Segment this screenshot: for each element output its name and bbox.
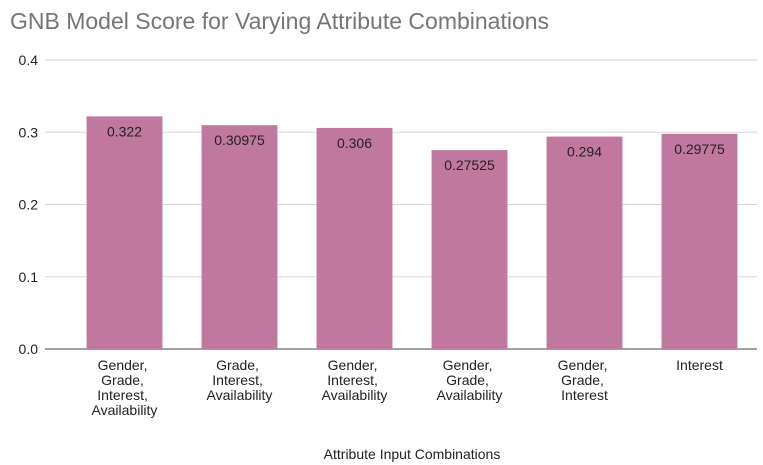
x-tick-label: Gender, Interest, Availability — [322, 357, 388, 403]
bar — [431, 150, 508, 349]
x-tick-label: Gender, Grade, Interest, Availability — [92, 357, 158, 418]
y-tick-label: 0.3 — [19, 124, 39, 140]
bar — [546, 136, 623, 349]
bar — [201, 125, 278, 349]
data-label: 0.306 — [337, 135, 372, 151]
y-tick-label: 0.1 — [19, 269, 39, 285]
data-label: 0.322 — [107, 123, 142, 139]
y-tick-label: 0.0 — [19, 341, 39, 357]
y-tick-label: 0.4 — [19, 52, 39, 68]
data-label: 0.27525 — [444, 157, 495, 173]
chart-title: GNB Model Score for Varying Attribute Co… — [10, 8, 549, 34]
data-label: 0.294 — [567, 144, 602, 160]
bar — [661, 133, 738, 349]
bar — [316, 127, 393, 349]
x-tick-label: Interest — [676, 357, 723, 373]
x-tick-label: Gender, Grade, Interest — [558, 357, 612, 403]
x-tick-label: Gender, Grade, Availability — [437, 357, 503, 403]
y-tick-label: 0.2 — [19, 197, 39, 213]
x-tick-label: Grade, Interest, Availability — [207, 357, 273, 403]
data-label: 0.30975 — [214, 132, 265, 148]
data-label: 0.29775 — [674, 141, 725, 157]
x-axis-title: Attribute Input Combinations — [324, 446, 501, 462]
bar — [86, 116, 163, 349]
